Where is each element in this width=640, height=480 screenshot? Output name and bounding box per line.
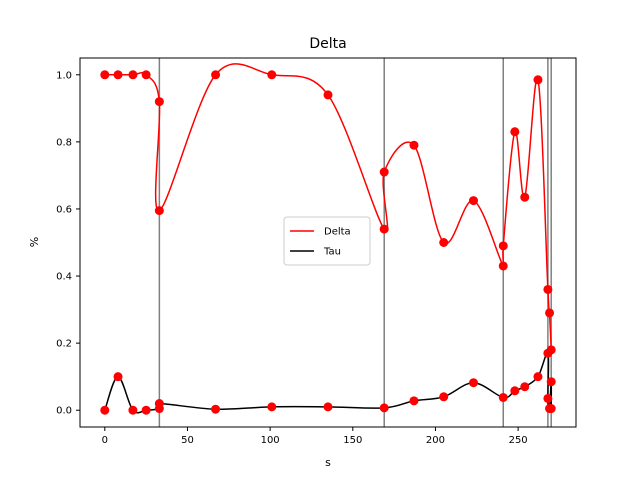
x-tick-label: 250: [509, 435, 528, 446]
data-point-delta: [113, 70, 123, 80]
data-point-tau: [100, 405, 110, 415]
x-tick-label: 150: [343, 435, 362, 446]
legend-label-delta: Delta: [324, 227, 351, 238]
data-point-tau: [409, 396, 419, 406]
data-point-delta: [498, 241, 508, 251]
data-point-delta: [141, 70, 151, 80]
y-tick-label: 0.8: [56, 137, 72, 148]
data-point-tau: [323, 402, 333, 412]
data-point-tau: [546, 377, 556, 387]
data-point-tau: [154, 399, 164, 409]
data-point-tau: [498, 392, 508, 402]
data-point-tau: [113, 372, 123, 382]
y-tick-label: 0.6: [56, 204, 72, 215]
data-point-delta: [498, 261, 508, 271]
y-tick-label: 0.0: [56, 406, 72, 417]
x-tick-label: 100: [261, 435, 280, 446]
data-point-delta: [543, 284, 553, 294]
data-point-delta: [100, 70, 110, 80]
data-point-delta: [468, 196, 478, 206]
data-point-tau: [510, 386, 520, 396]
data-point-delta: [545, 308, 555, 318]
x-tick-label: 0: [102, 435, 108, 446]
data-point-delta: [211, 70, 221, 80]
plot-area: [100, 58, 556, 427]
legend-label-tau: Tau: [323, 247, 341, 258]
data-point-delta: [154, 206, 164, 216]
data-point-delta: [520, 192, 530, 202]
data-point-tau: [543, 393, 553, 403]
data-point-tau: [546, 404, 556, 414]
data-point-delta: [267, 70, 277, 80]
data-point-tau: [211, 404, 221, 414]
y-tick-label: 0.2: [56, 339, 72, 350]
y-tick-label: 0.4: [56, 272, 72, 283]
data-point-delta: [409, 140, 419, 150]
data-point-delta: [439, 238, 449, 247]
legend-box: [283, 216, 371, 266]
data-point-delta: [154, 97, 164, 107]
data-point-delta: [323, 90, 333, 100]
series-line-tau: [104, 352, 553, 414]
x-axis-label: s: [325, 456, 331, 469]
data-point-tau: [543, 348, 553, 358]
chart-title: Delta: [309, 36, 346, 52]
data-point-delta: [379, 224, 389, 234]
data-point-delta: [379, 167, 389, 177]
data-point-tau: [379, 403, 389, 413]
data-point-tau: [141, 405, 151, 415]
data-point-tau: [468, 378, 478, 388]
data-point-tau: [533, 372, 543, 382]
legend: Delta Tau: [283, 216, 371, 266]
data-point-tau: [267, 402, 277, 412]
axis-ticks: 0 50 100 150 200 250 0.0 0.2 0.4 0.6 0.8 1.0: [56, 70, 528, 446]
y-tick-label: 1.0: [56, 70, 72, 81]
axes-frame: [79, 57, 577, 428]
y-axis-label: %: [28, 237, 41, 247]
data-point-tau: [520, 382, 530, 392]
data-point-delta: [128, 70, 138, 80]
series-line-delta: [104, 63, 552, 350]
data-point-delta: [510, 127, 520, 137]
x-tick-label: 200: [426, 435, 445, 446]
data-point-tau: [439, 392, 449, 402]
data-point-delta: [533, 75, 543, 85]
data-point-tau: [128, 405, 138, 415]
x-tick-label: 50: [181, 435, 194, 446]
